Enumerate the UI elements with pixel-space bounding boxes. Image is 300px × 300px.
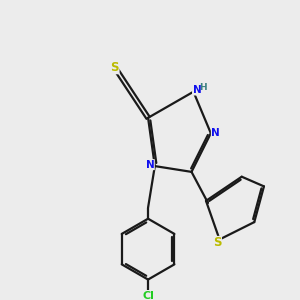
Text: H: H [199, 82, 206, 91]
Text: Cl: Cl [142, 291, 154, 300]
Text: N: N [212, 128, 220, 138]
Text: S: S [110, 61, 119, 74]
Text: N: N [193, 85, 201, 95]
Text: N: N [146, 160, 154, 170]
Text: S: S [213, 236, 221, 250]
